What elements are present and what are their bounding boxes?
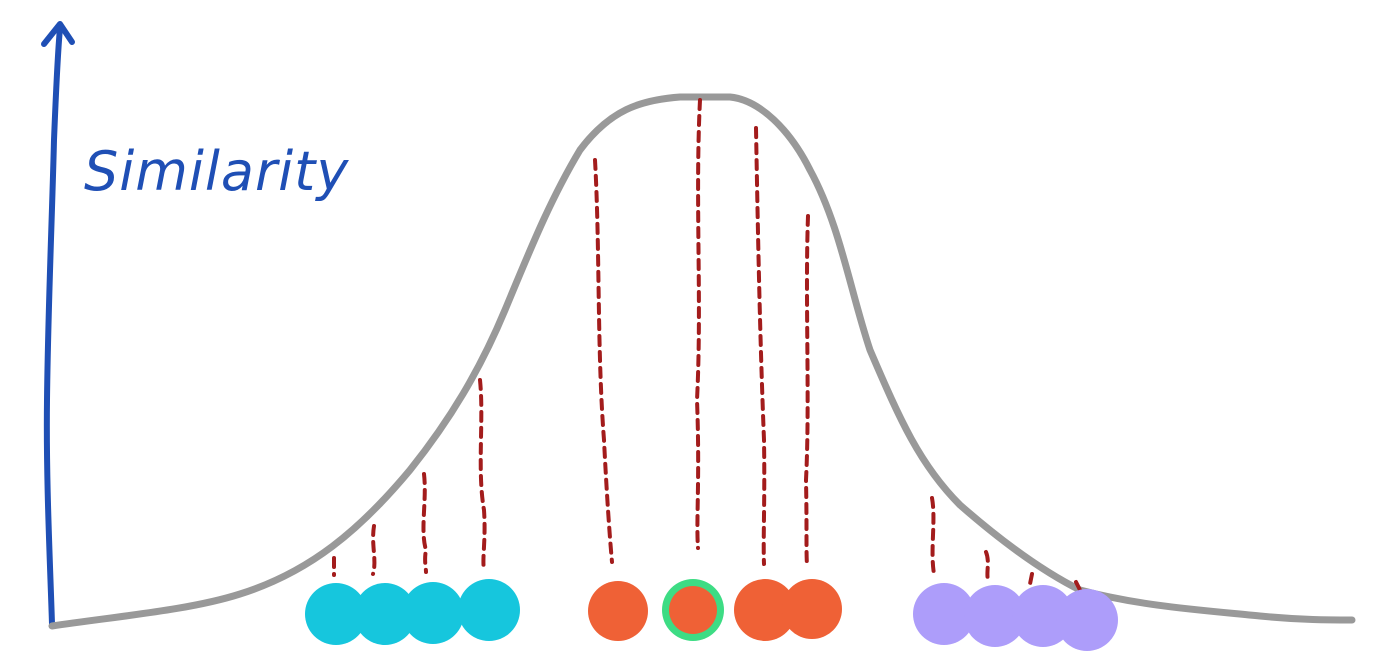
drop-line [930, 496, 936, 576]
highlighted-data-point [669, 586, 717, 634]
data-point [354, 583, 416, 645]
data-point [588, 581, 648, 641]
data-point [734, 579, 796, 641]
data-point [964, 585, 1026, 647]
data-point [1056, 589, 1118, 651]
cluster-left [305, 579, 520, 645]
drop-lines [332, 98, 1082, 592]
drop-line [984, 550, 990, 582]
data-point [782, 579, 842, 639]
drop-line [803, 214, 810, 567]
drop-line [694, 98, 702, 550]
drop-line [754, 126, 767, 566]
drop-line [478, 378, 487, 572]
y-axis-line [43, 25, 63, 627]
data-point [913, 583, 975, 645]
drop-line [371, 524, 377, 576]
data-point [305, 583, 367, 645]
cluster-middle [588, 579, 842, 641]
data-point [458, 579, 520, 641]
y-axis-label: Similarity [84, 140, 349, 203]
drop-line [593, 158, 614, 564]
drop-line [1028, 572, 1034, 586]
drop-line [421, 472, 429, 574]
cluster-right [913, 583, 1118, 651]
y-axis [41, 21, 75, 627]
data-point [402, 582, 464, 644]
drop-line [1074, 580, 1082, 592]
y-axis-arrow-icon [41, 21, 75, 47]
